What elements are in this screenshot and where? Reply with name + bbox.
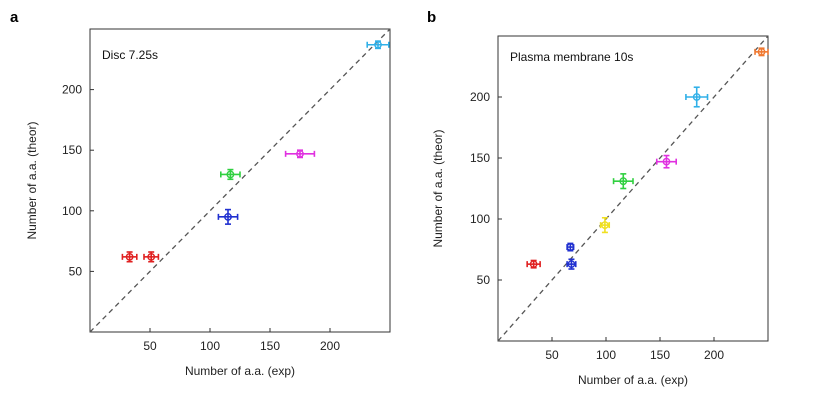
data-point bbox=[121, 251, 138, 263]
point-marker bbox=[757, 47, 766, 56]
chart-panel-a: a Disc 7.25s 50 100 150 200 50 100 150 200 Number … bbox=[10, 9, 391, 378]
point-marker bbox=[601, 221, 609, 230]
point-marker bbox=[296, 149, 304, 158]
data-point bbox=[566, 258, 577, 270]
y-tick-label: 200 bbox=[62, 83, 82, 97]
data-point bbox=[284, 149, 316, 159]
reference-line bbox=[497, 35, 769, 342]
point-marker bbox=[566, 243, 575, 251]
y-tick-label: 50 bbox=[69, 264, 83, 278]
plot-frame bbox=[497, 35, 769, 342]
data-point bbox=[217, 208, 239, 225]
x-tick-label: 200 bbox=[704, 348, 724, 362]
point-marker bbox=[374, 40, 382, 49]
x-tick-label: 200 bbox=[320, 339, 340, 353]
point-marker bbox=[662, 157, 671, 166]
data-point bbox=[612, 173, 634, 190]
point-marker bbox=[147, 252, 156, 261]
point-marker bbox=[619, 177, 628, 186]
point-marker bbox=[226, 170, 235, 179]
y-axis-label: Number of a.a. (theor) bbox=[431, 129, 445, 247]
y-axis-label: Number of a.a. (theor) bbox=[25, 121, 39, 239]
data-point bbox=[526, 259, 541, 269]
x-tick-label: 50 bbox=[143, 339, 157, 353]
data-point bbox=[655, 154, 678, 169]
y-tick-label: 150 bbox=[62, 143, 82, 157]
panel-letter: b bbox=[427, 9, 436, 26]
data-point bbox=[220, 168, 241, 181]
point-marker bbox=[692, 93, 701, 101]
y-tick-label: 100 bbox=[470, 212, 490, 226]
y-tick-label: 50 bbox=[477, 273, 491, 287]
point-marker bbox=[125, 252, 134, 261]
plot-title: Disc 7.25s bbox=[102, 48, 158, 62]
reference-line bbox=[89, 28, 391, 333]
panel-letter: a bbox=[10, 9, 19, 26]
data-point bbox=[366, 40, 390, 50]
plot-title: Plasma membrane 10s bbox=[510, 50, 633, 64]
point-marker bbox=[224, 212, 232, 221]
x-tick-label: 50 bbox=[545, 348, 559, 362]
x-tick-label: 150 bbox=[650, 348, 670, 362]
chart-panel-b: b Plasma membrane 10s 50 100 150 200 50 100 150 2… bbox=[427, 9, 769, 387]
data-point bbox=[685, 86, 709, 108]
y-tick-label: 200 bbox=[470, 90, 490, 104]
data-point bbox=[143, 251, 160, 263]
data-point bbox=[599, 216, 611, 234]
point-marker bbox=[529, 260, 538, 269]
y-tick-label: 100 bbox=[62, 204, 82, 218]
point-marker bbox=[567, 260, 576, 269]
x-tick-label: 100 bbox=[200, 339, 220, 353]
x-axis-label: Number of a.a. (exp) bbox=[185, 364, 295, 378]
y-tick-label: 150 bbox=[470, 151, 490, 165]
x-axis-label: Number of a.a. (exp) bbox=[578, 373, 688, 387]
data-point bbox=[566, 242, 575, 252]
data-point bbox=[754, 47, 769, 57]
x-tick-label: 150 bbox=[260, 339, 280, 353]
x-tick-label: 100 bbox=[596, 348, 616, 362]
plot-frame bbox=[89, 28, 391, 333]
